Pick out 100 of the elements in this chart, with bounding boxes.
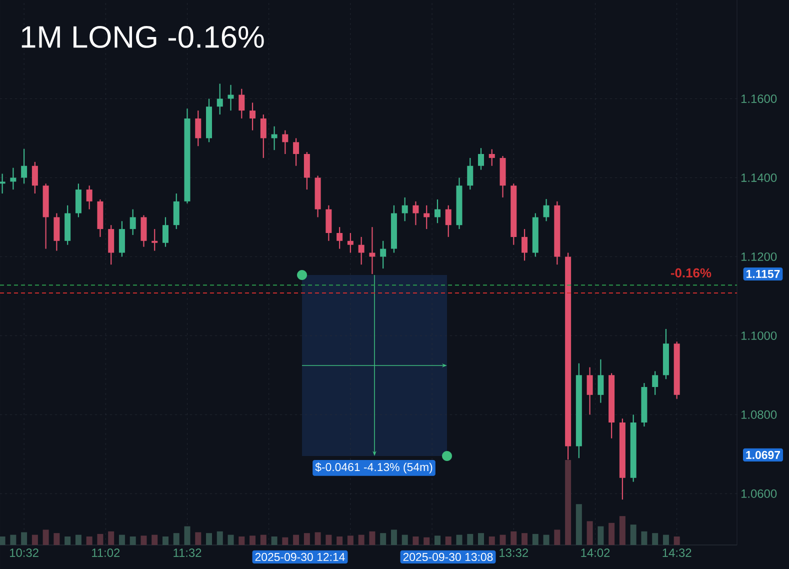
x-tick-label: 11:32 <box>174 548 202 557</box>
candlestick <box>510 183 517 246</box>
candlestick <box>641 382 648 428</box>
bar <box>304 533 310 545</box>
bar <box>293 534 300 545</box>
bar <box>510 531 517 545</box>
candlestick <box>598 358 604 404</box>
bar <box>390 530 397 545</box>
candlestick <box>543 198 550 222</box>
bar <box>565 460 572 545</box>
bar <box>380 533 386 545</box>
bar <box>608 522 615 545</box>
candlestick <box>456 177 462 230</box>
candlestick <box>674 341 680 400</box>
candlestick <box>608 372 615 439</box>
bar <box>54 533 60 545</box>
bar <box>586 521 593 545</box>
candlestick <box>108 224 114 266</box>
bar <box>271 536 278 545</box>
bar <box>456 534 462 545</box>
bar <box>0 536 6 545</box>
bar <box>652 533 658 545</box>
bar <box>412 536 419 545</box>
candlestick <box>54 212 60 252</box>
bar <box>42 530 49 545</box>
text: 2025-09-30 12:14 <box>255 552 345 562</box>
candlestick <box>42 183 49 250</box>
candlestick <box>380 240 386 270</box>
candlestick <box>630 414 636 482</box>
bar <box>32 534 38 545</box>
bar <box>10 534 16 545</box>
candlestick <box>97 198 104 238</box>
bar <box>488 536 495 545</box>
bar <box>369 531 376 545</box>
candlestick <box>162 216 168 248</box>
x-tick-label: 10:32 <box>10 548 38 557</box>
bar <box>21 532 28 545</box>
bar <box>630 524 636 545</box>
y-tick-label: 1.0600 <box>741 489 777 498</box>
bar <box>216 531 223 545</box>
y-tick-label: 1.1400 <box>741 173 777 182</box>
bar <box>195 532 202 545</box>
candlestick <box>32 161 38 194</box>
bar <box>641 531 648 545</box>
bar <box>162 536 168 545</box>
bar <box>152 534 158 545</box>
bar <box>532 534 538 545</box>
candlestick <box>522 228 528 262</box>
candlestick <box>424 204 430 230</box>
candlestick <box>21 148 28 184</box>
x-tick-label: 13:32 <box>500 548 528 557</box>
candlestick <box>358 236 364 266</box>
bar <box>260 534 266 545</box>
y-tick-label: 1.1000 <box>741 331 777 340</box>
y-tick-label: 1.0800 <box>741 410 777 419</box>
bar <box>598 526 604 545</box>
candlestick <box>184 108 190 204</box>
candlestick <box>152 228 158 252</box>
bar <box>173 533 180 545</box>
bar <box>662 534 669 545</box>
text: 1M LONG -0.16% <box>22 26 264 48</box>
bar <box>424 537 430 545</box>
bar <box>478 533 484 545</box>
candlestick <box>347 232 354 254</box>
bar <box>86 536 92 545</box>
candlestick <box>488 148 495 166</box>
annotation: $-0.0461 -4.13% (54m) <box>315 462 432 474</box>
candlestick <box>140 214 147 248</box>
bar <box>445 536 452 545</box>
bar <box>108 531 114 545</box>
candlestick <box>130 208 136 236</box>
candlestick <box>64 204 71 246</box>
candlestick <box>238 88 245 120</box>
candlestick <box>586 366 593 416</box>
candlestick <box>652 370 658 396</box>
text: 1.0697 <box>746 450 780 460</box>
bar <box>434 536 440 545</box>
bar <box>358 534 364 545</box>
candlestick <box>326 204 332 242</box>
candlestick <box>478 148 484 170</box>
candlestick <box>467 157 474 190</box>
candlestick <box>369 226 376 275</box>
candlestick <box>304 151 310 190</box>
bar <box>336 536 343 545</box>
candlestick <box>619 418 626 500</box>
bar <box>543 534 550 545</box>
candlestick <box>173 192 180 230</box>
bar <box>576 504 582 545</box>
candlestick <box>216 83 223 116</box>
bar <box>402 534 408 545</box>
bar <box>130 536 136 545</box>
candlestick <box>0 173 6 194</box>
candlestick <box>293 138 300 166</box>
bar <box>326 534 332 545</box>
candlestick <box>282 130 288 155</box>
bar <box>347 536 354 545</box>
text: 1.1157 <box>746 270 780 278</box>
x-tick-label: 14:02 <box>581 548 610 557</box>
bar <box>282 537 288 545</box>
x-tick-label: 14:32 <box>662 548 692 557</box>
